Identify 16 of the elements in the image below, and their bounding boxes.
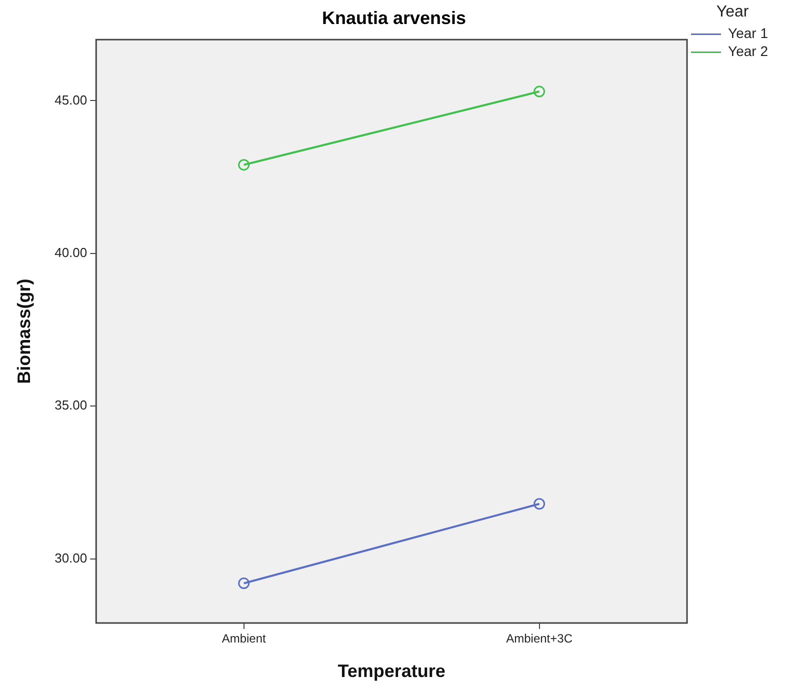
y-tick-label: 35.00 xyxy=(54,398,88,413)
y-tick-label: 40.00 xyxy=(54,244,88,260)
point xyxy=(238,159,250,171)
point xyxy=(534,86,546,98)
point xyxy=(534,498,546,510)
y-tick-label: 30.00 xyxy=(54,550,88,566)
legend-label: Year 2 xyxy=(728,43,768,60)
point xyxy=(238,578,250,590)
x-axis-title: Temperature xyxy=(338,661,446,682)
x-tick-label: Ambient+3C xyxy=(506,632,573,646)
chart-title: Knautia arvensis xyxy=(322,8,466,28)
legend-label: Year 1 xyxy=(728,25,768,42)
x-tick-label: Ambient xyxy=(222,632,267,646)
legend-title: Year xyxy=(716,3,750,20)
y-tick-label: 45.00 xyxy=(54,92,88,108)
y-axis-title: Biomass(gr) xyxy=(14,278,34,384)
